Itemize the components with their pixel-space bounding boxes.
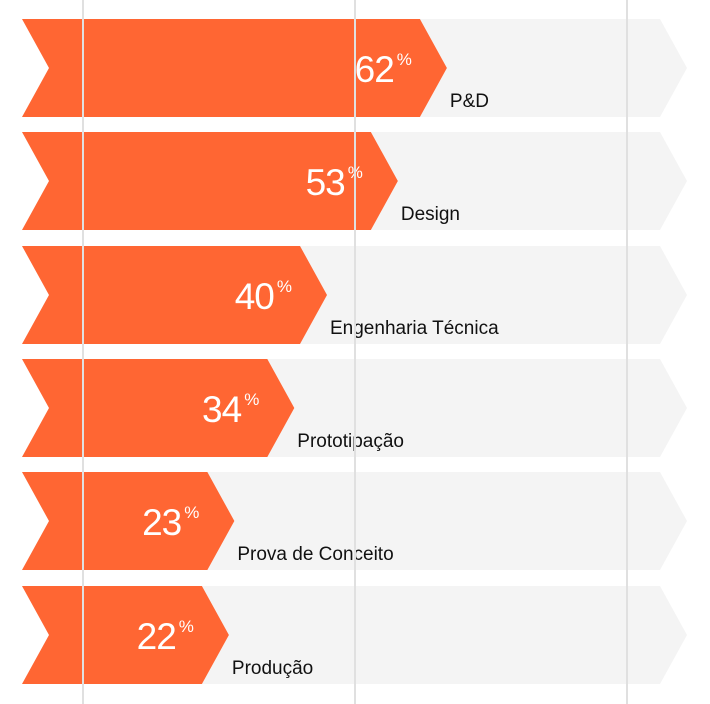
bar-fill xyxy=(22,586,229,684)
category-label: Produção xyxy=(231,658,314,679)
value-label: 23% xyxy=(142,502,200,543)
bar-fill xyxy=(22,19,447,117)
value-number: 62 xyxy=(354,49,395,90)
value-number: 23 xyxy=(142,502,182,543)
value-number: 22 xyxy=(136,616,177,657)
gridline-100 xyxy=(626,0,628,704)
bar-fill xyxy=(22,472,235,570)
category-label: Prova de Conceito xyxy=(237,544,394,565)
value-label: 62% xyxy=(354,49,412,90)
category-label: P&D xyxy=(449,91,489,112)
bar-fill xyxy=(22,132,398,230)
category-label: Prototipação xyxy=(297,431,404,452)
value-label: 34% xyxy=(202,389,260,430)
value-number: 40 xyxy=(234,276,275,317)
percent-sign: % xyxy=(184,503,200,522)
category-label: Design xyxy=(400,204,460,225)
bar-fill xyxy=(22,246,327,344)
value-number: 53 xyxy=(305,162,346,203)
percent-sign: % xyxy=(244,390,260,409)
category-label: Engenharia Técnica xyxy=(330,318,499,339)
percent-sign: % xyxy=(276,277,292,296)
value-label: 40% xyxy=(234,276,292,317)
gridline-50 xyxy=(354,0,356,704)
percent-sign: % xyxy=(178,617,194,636)
bar-fill xyxy=(22,359,295,457)
percent-sign: % xyxy=(396,50,412,69)
value-number: 34 xyxy=(202,389,242,430)
gridline-0 xyxy=(82,0,84,704)
value-label: 22% xyxy=(136,616,194,657)
